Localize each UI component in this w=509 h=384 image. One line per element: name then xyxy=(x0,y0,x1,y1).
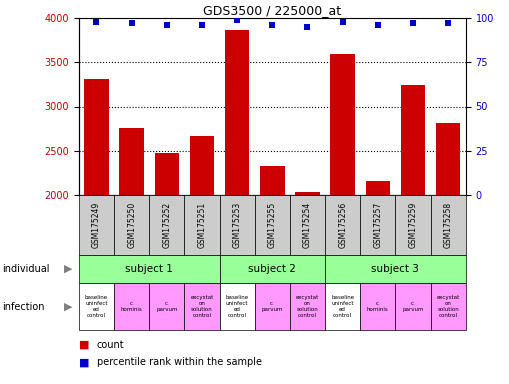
Bar xyxy=(119,128,144,195)
Bar xyxy=(360,195,395,255)
Text: GSM175252: GSM175252 xyxy=(162,202,172,248)
Text: GSM175255: GSM175255 xyxy=(268,202,277,248)
Text: subject 1: subject 1 xyxy=(125,264,173,274)
Bar xyxy=(79,283,114,330)
Text: ▶: ▶ xyxy=(65,264,73,274)
Text: GSM175249: GSM175249 xyxy=(92,202,101,248)
Bar xyxy=(330,54,355,195)
Point xyxy=(233,17,241,23)
Bar xyxy=(190,136,214,195)
Bar xyxy=(395,283,431,330)
Text: c.
hominis: c. hominis xyxy=(367,301,389,312)
Text: GSM175257: GSM175257 xyxy=(373,202,382,248)
Text: GSM175256: GSM175256 xyxy=(338,202,347,248)
Text: GSM175253: GSM175253 xyxy=(233,202,242,248)
Bar xyxy=(114,283,149,330)
Point xyxy=(163,22,171,28)
Bar xyxy=(395,195,431,255)
Text: ▶: ▶ xyxy=(65,301,73,311)
Bar xyxy=(290,195,325,255)
Bar xyxy=(431,283,466,330)
Point xyxy=(198,22,206,28)
Point xyxy=(409,20,417,26)
Bar xyxy=(155,153,179,195)
Bar xyxy=(84,79,109,195)
Bar xyxy=(219,195,254,255)
Text: GSM175254: GSM175254 xyxy=(303,202,312,248)
Bar xyxy=(325,283,360,330)
Bar xyxy=(149,195,184,255)
Bar xyxy=(79,255,219,283)
Bar xyxy=(431,195,466,255)
Text: c.
hominis: c. hominis xyxy=(121,301,143,312)
Text: c.
parvum: c. parvum xyxy=(156,301,178,312)
Text: GSM175251: GSM175251 xyxy=(197,202,207,248)
Title: GDS3500 / 225000_at: GDS3500 / 225000_at xyxy=(203,4,342,17)
Point xyxy=(444,20,452,26)
Text: count: count xyxy=(97,340,124,350)
Bar xyxy=(219,283,254,330)
Bar xyxy=(325,255,466,283)
Point xyxy=(93,18,101,25)
Text: GSM175259: GSM175259 xyxy=(409,202,417,248)
Bar xyxy=(401,85,426,195)
Bar xyxy=(114,195,149,255)
Text: infection: infection xyxy=(3,301,45,311)
Bar xyxy=(219,255,325,283)
Bar xyxy=(184,283,219,330)
Text: baseline
uninfect
ed
control: baseline uninfect ed control xyxy=(85,295,108,318)
Point xyxy=(303,24,312,30)
Text: GSM175258: GSM175258 xyxy=(444,202,453,248)
Point xyxy=(338,18,347,25)
Bar xyxy=(79,195,114,255)
Text: GSM175250: GSM175250 xyxy=(127,202,136,248)
Text: excystat
on
solution
control: excystat on solution control xyxy=(296,295,319,318)
Text: c.
parvum: c. parvum xyxy=(402,301,423,312)
Point xyxy=(374,22,382,28)
Text: percentile rank within the sample: percentile rank within the sample xyxy=(97,357,262,367)
Text: baseline
uninfect
ed
control: baseline uninfect ed control xyxy=(225,295,249,318)
Text: excystat
on
solution
control: excystat on solution control xyxy=(437,295,460,318)
Text: baseline
uninfect
ed
control: baseline uninfect ed control xyxy=(331,295,354,318)
Bar xyxy=(295,192,320,195)
Text: excystat
on
solution
control: excystat on solution control xyxy=(190,295,214,318)
Text: subject 3: subject 3 xyxy=(372,264,419,274)
Bar xyxy=(149,283,184,330)
Bar xyxy=(254,283,290,330)
Bar xyxy=(254,195,290,255)
Bar xyxy=(365,181,390,195)
Text: subject 2: subject 2 xyxy=(248,264,296,274)
Bar xyxy=(225,30,249,195)
Point xyxy=(268,22,276,28)
Text: ■: ■ xyxy=(79,357,90,367)
Text: c.
parvum: c. parvum xyxy=(262,301,283,312)
Text: individual: individual xyxy=(3,264,50,274)
Bar xyxy=(184,195,219,255)
Bar xyxy=(360,283,395,330)
Bar xyxy=(290,283,325,330)
Point xyxy=(128,20,136,26)
Bar xyxy=(325,195,360,255)
Text: ■: ■ xyxy=(79,340,90,350)
Bar xyxy=(260,166,285,195)
Bar xyxy=(436,123,461,195)
